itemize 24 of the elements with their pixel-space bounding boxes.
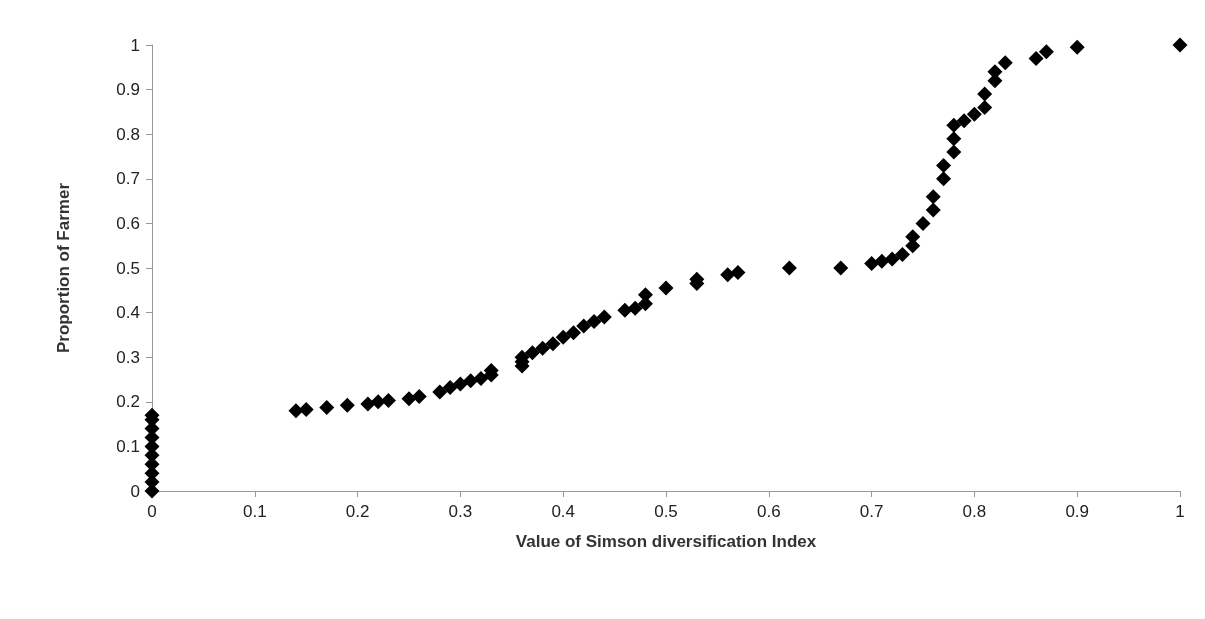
y-tick-label: 0.7 xyxy=(116,169,140,189)
x-axis-title: Value of Simson diversification Index xyxy=(515,532,817,551)
x-tick-label: 0.6 xyxy=(756,502,781,521)
x-tick-label: 0.8 xyxy=(962,502,987,521)
y-tick-label: 0.9 xyxy=(116,80,140,100)
x-tick-label: 0.3 xyxy=(448,502,473,521)
y-tick-label: 1 xyxy=(130,35,140,55)
x-tick-label: 1 xyxy=(1175,502,1185,521)
y-tick-label: 0.1 xyxy=(116,436,140,456)
x-tick-label: 0.4 xyxy=(551,502,576,521)
x-tick-label: 0.2 xyxy=(345,502,370,521)
x-tick-label: 0.5 xyxy=(654,502,678,521)
y-tick-label: 0.2 xyxy=(116,392,140,412)
y-axis-title: Proportion of Farmer xyxy=(54,182,73,354)
x-tick-label: 0.9 xyxy=(1065,502,1090,521)
x-tick-label: 0.7 xyxy=(859,502,884,521)
y-tick-label: 0.3 xyxy=(116,347,140,367)
y-tick-label: 0.8 xyxy=(116,124,140,144)
y-tick-label: 0.6 xyxy=(116,213,140,233)
y-tick-label: 0.4 xyxy=(116,303,140,323)
x-tick-label: 0.1 xyxy=(242,502,267,521)
x-tick-label: 0 xyxy=(147,502,157,521)
y-tick-label: 0 xyxy=(130,481,140,501)
y-tick-label: 0.5 xyxy=(116,258,140,278)
